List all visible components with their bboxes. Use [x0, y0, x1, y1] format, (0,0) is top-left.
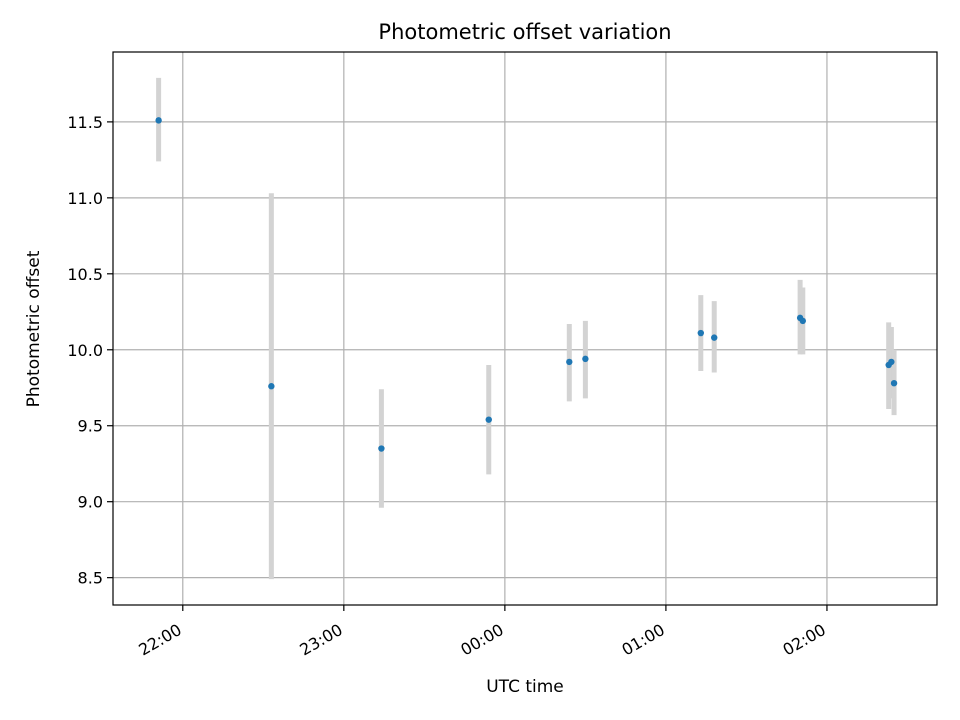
data-points: [155, 117, 898, 452]
y-tick-label: 11.0: [67, 189, 103, 208]
plot-frame: [112, 51, 938, 606]
y-tick-label: 8.5: [78, 569, 103, 588]
data-point: [888, 358, 895, 366]
y-tick-label: 9.5: [78, 417, 103, 436]
data-point: [890, 379, 898, 387]
y-tick-label: 11.5: [67, 113, 103, 132]
y-tick-label: 10.5: [67, 265, 103, 284]
chart-title: Photometric offset variation: [378, 20, 671, 44]
y-axis-label: Photometric offset: [24, 250, 44, 407]
data-point: [799, 317, 806, 325]
data-point: [566, 358, 573, 366]
grid: [113, 52, 937, 605]
y-tick-label: 10.0: [67, 341, 103, 360]
data-point: [485, 416, 492, 423]
data-point: [582, 355, 589, 363]
data-point: [155, 117, 162, 124]
data-point: [378, 445, 385, 452]
data-point: [268, 383, 275, 390]
data-point: [697, 329, 705, 337]
data-point: [711, 334, 718, 341]
y-tick-label: 9.0: [78, 493, 103, 512]
x-axis-label: UTC time: [486, 677, 564, 697]
y-axis: 8.5 9.0 9.5 10.0 10.5 11.0 11.5: [67, 113, 113, 588]
